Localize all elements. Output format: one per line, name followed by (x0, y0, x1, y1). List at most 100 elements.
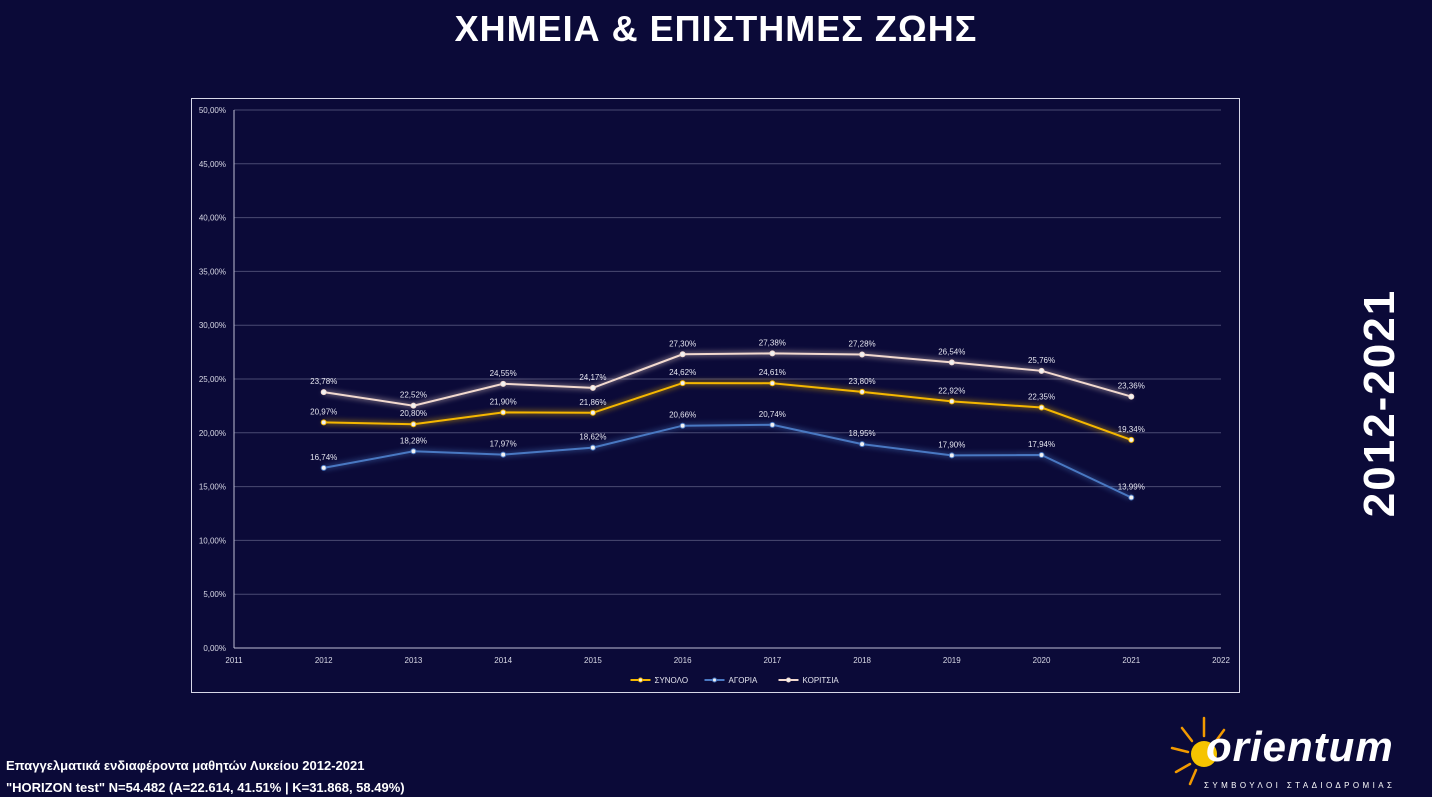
data-label: 21,90% (490, 397, 517, 406)
line-chart: 0,00% 5,00% 10,00% 15,00% 20,00% 25,00% 30,00%… (199, 106, 1231, 685)
data-label: 20,74% (759, 410, 786, 419)
y-tick-label: 40,00% (199, 214, 226, 223)
data-label: 22,35% (1028, 393, 1055, 402)
data-point (410, 421, 417, 428)
data-label: 23,78% (310, 377, 337, 386)
data-point (679, 422, 686, 429)
data-point (320, 389, 327, 396)
data-label: 19,34% (1118, 425, 1145, 434)
y-tick-label: 45,00% (199, 160, 226, 169)
y-tick-label: 25,00% (199, 375, 226, 384)
data-label: 21,86% (579, 398, 606, 407)
data-label: 17,97% (490, 440, 517, 449)
data-point (1128, 494, 1135, 501)
data-label: 22,92% (938, 386, 965, 395)
data-point (320, 419, 327, 426)
data-point (859, 441, 866, 448)
data-point (500, 380, 507, 387)
data-label: 22,52% (400, 391, 427, 400)
x-tick-label: 2012 (315, 656, 333, 665)
data-point (769, 350, 776, 357)
data-point (1128, 393, 1135, 400)
data-label: 20,97% (310, 407, 337, 416)
legend-marker (712, 677, 717, 683)
x-tick-label: 2015 (584, 656, 602, 665)
footer-description: Επαγγελματικά ενδιαφέροντα μαθητών Λυκεί… (6, 758, 365, 773)
y-tick-label: 15,00% (199, 483, 226, 492)
x-tick-label: 2022 (1212, 656, 1230, 665)
data-point (859, 388, 866, 395)
data-label: 18,28% (400, 436, 427, 445)
data-point (589, 409, 596, 416)
data-point (1038, 451, 1045, 458)
x-tick-label: 2017 (763, 656, 781, 665)
y-tick-label: 5,00% (203, 590, 226, 599)
series-line (323, 382, 1132, 441)
series-lines (320, 350, 1135, 501)
logo-tagline: ΣΥΜΒΟΥΛΟΙ ΣΤΑΔΙΟΔΡΟΜΙΑΣ (1204, 781, 1396, 790)
legend-label: ΣΥΝΟΛΟ (655, 676, 689, 685)
data-point (679, 351, 686, 358)
data-label: 24,61% (759, 368, 786, 377)
data-label: 16,74% (310, 453, 337, 462)
x-tick-label: 2018 (853, 656, 871, 665)
data-point (500, 451, 507, 458)
data-point (1038, 367, 1045, 374)
page-title: ΧΗΜΕΙΑ & ΕΠΙΣΤΗΜΕΣ ΖΩΗΣ (454, 8, 978, 49)
chart-frame: 0,00% 5,00% 10,00% 15,00% 20,00% 25,00% 30,00%… (191, 98, 1240, 693)
x-tick-label: 2019 (943, 656, 961, 665)
data-point (859, 351, 866, 358)
orientum-logo: orientum ΣΥΜΒΟΥΛΟΙ ΣΤΑΔΙΟΔΡΟΜΙΑΣ (1168, 712, 1418, 797)
data-point (320, 464, 327, 471)
legend-label: ΚΟΡΙΤΣΙΑ (803, 676, 840, 685)
x-tick-label: 2011 (225, 656, 243, 665)
x-tick-label: 2020 (1033, 656, 1051, 665)
y-tick-label: 35,00% (199, 267, 226, 276)
data-point (1038, 404, 1045, 411)
y-tick-label: 0,00% (203, 644, 226, 653)
data-label: 24,17% (579, 373, 606, 382)
logo-wordmark: orientum (1206, 723, 1394, 770)
x-tick-label: 2014 (494, 656, 512, 665)
data-point (589, 444, 596, 451)
data-labels: 20,97% 20,80% 21,90% 21,86% 24,62% 24,61% 23,8… (310, 338, 1145, 491)
gridlines (234, 109, 1221, 595)
x-tick-label: 2021 (1122, 656, 1140, 665)
data-label: 17,94% (1028, 440, 1055, 449)
series-line (323, 423, 1132, 499)
sun-icon (1170, 716, 1226, 786)
data-label: 23,36% (1118, 382, 1145, 391)
data-label: 25,76% (1028, 356, 1055, 365)
legend-marker (786, 677, 791, 683)
year-range-label: 2012-2021 (1355, 288, 1404, 518)
series-line (323, 352, 1132, 407)
axes: 0,00% 5,00% 10,00% 15,00% 20,00% 25,00% 30,00%… (199, 106, 1231, 665)
data-label: 20,80% (400, 409, 427, 418)
data-label: 24,62% (669, 368, 696, 377)
data-label: 18,95% (849, 429, 876, 438)
data-label: 18,62% (579, 433, 606, 442)
data-point (948, 452, 955, 459)
data-point (679, 380, 686, 387)
x-tick-label: 2013 (405, 656, 423, 665)
data-label: 17,90% (938, 440, 965, 449)
y-tick-label: 30,00% (199, 321, 226, 330)
data-point (769, 421, 776, 428)
footer-sample-info: "HORIZON test" N=54.482 (A=22.614, 41.51… (6, 780, 405, 795)
legend-label: ΑΓΟΡΙΑ (729, 676, 759, 685)
data-label: 26,54% (938, 347, 965, 356)
data-point (410, 448, 417, 455)
data-point (589, 384, 596, 391)
data-label: 27,38% (759, 338, 786, 347)
data-label: 13,99% (1118, 482, 1145, 491)
data-label: 20,66% (669, 411, 696, 420)
data-label: 24,55% (490, 369, 517, 378)
y-tick-label: 50,00% (199, 106, 226, 115)
y-tick-label: 20,00% (199, 429, 226, 438)
data-point (410, 402, 417, 409)
data-label: 23,80% (849, 377, 876, 386)
data-label: 27,30% (669, 339, 696, 348)
legend-marker (638, 677, 643, 683)
data-label: 27,28% (849, 339, 876, 348)
legend: ΣΥΝΟΛΟ ΑΓΟΡΙΑ ΚΟΡΙΤΣΙΑ (630, 676, 840, 685)
